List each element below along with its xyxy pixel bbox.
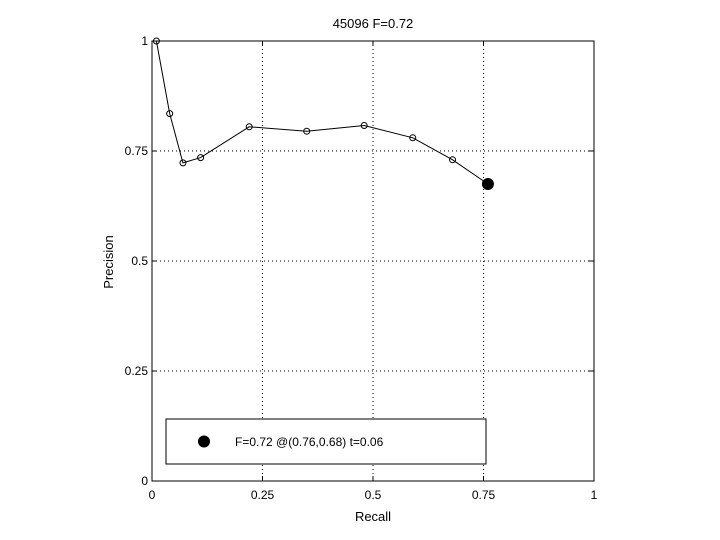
x-tick-label: 0 [149, 488, 156, 502]
series-line [155, 40, 489, 185]
data-point [245, 123, 253, 131]
best-f-point [481, 178, 494, 190]
legend-box [165, 418, 487, 465]
data-point [197, 154, 205, 162]
y-tick-label: 0 [141, 474, 148, 488]
x-tick-label: 0.25 [251, 488, 275, 502]
data-point [449, 156, 457, 164]
data-point [166, 110, 174, 118]
data-point [152, 37, 160, 45]
legend: F=0.72 @(0.76,0.68) t=0.06 [165, 418, 487, 465]
data-point [303, 127, 311, 135]
y-tick-labels: 0 0.25 0.5 0.75 1 [125, 34, 149, 488]
data-point [360, 121, 368, 129]
data-point [179, 159, 187, 167]
y-tick-label: 0.25 [125, 364, 149, 378]
data-point [409, 134, 417, 142]
grid-lines [152, 41, 594, 481]
x-tick-labels: 0 0.25 0.5 0.75 1 [149, 488, 598, 502]
y-tick-label: 0.5 [131, 254, 148, 268]
y-tick-label: 1 [141, 34, 148, 48]
x-tick-label: 1 [591, 488, 598, 502]
legend-entry-text: F=0.72 @(0.76,0.68) t=0.06 [235, 435, 384, 449]
x-tick-label: 0.5 [365, 488, 382, 502]
series-group [152, 37, 494, 190]
x-axis-label: Recall [355, 509, 391, 524]
chart-title: 45096 F=0.72 [333, 16, 414, 31]
x-tick-label: 0.75 [472, 488, 496, 502]
axis-ticks [151, 40, 595, 482]
legend-marker [198, 435, 210, 448]
y-axis-label: Precision [101, 235, 116, 288]
y-tick-label: 0.75 [125, 144, 149, 158]
